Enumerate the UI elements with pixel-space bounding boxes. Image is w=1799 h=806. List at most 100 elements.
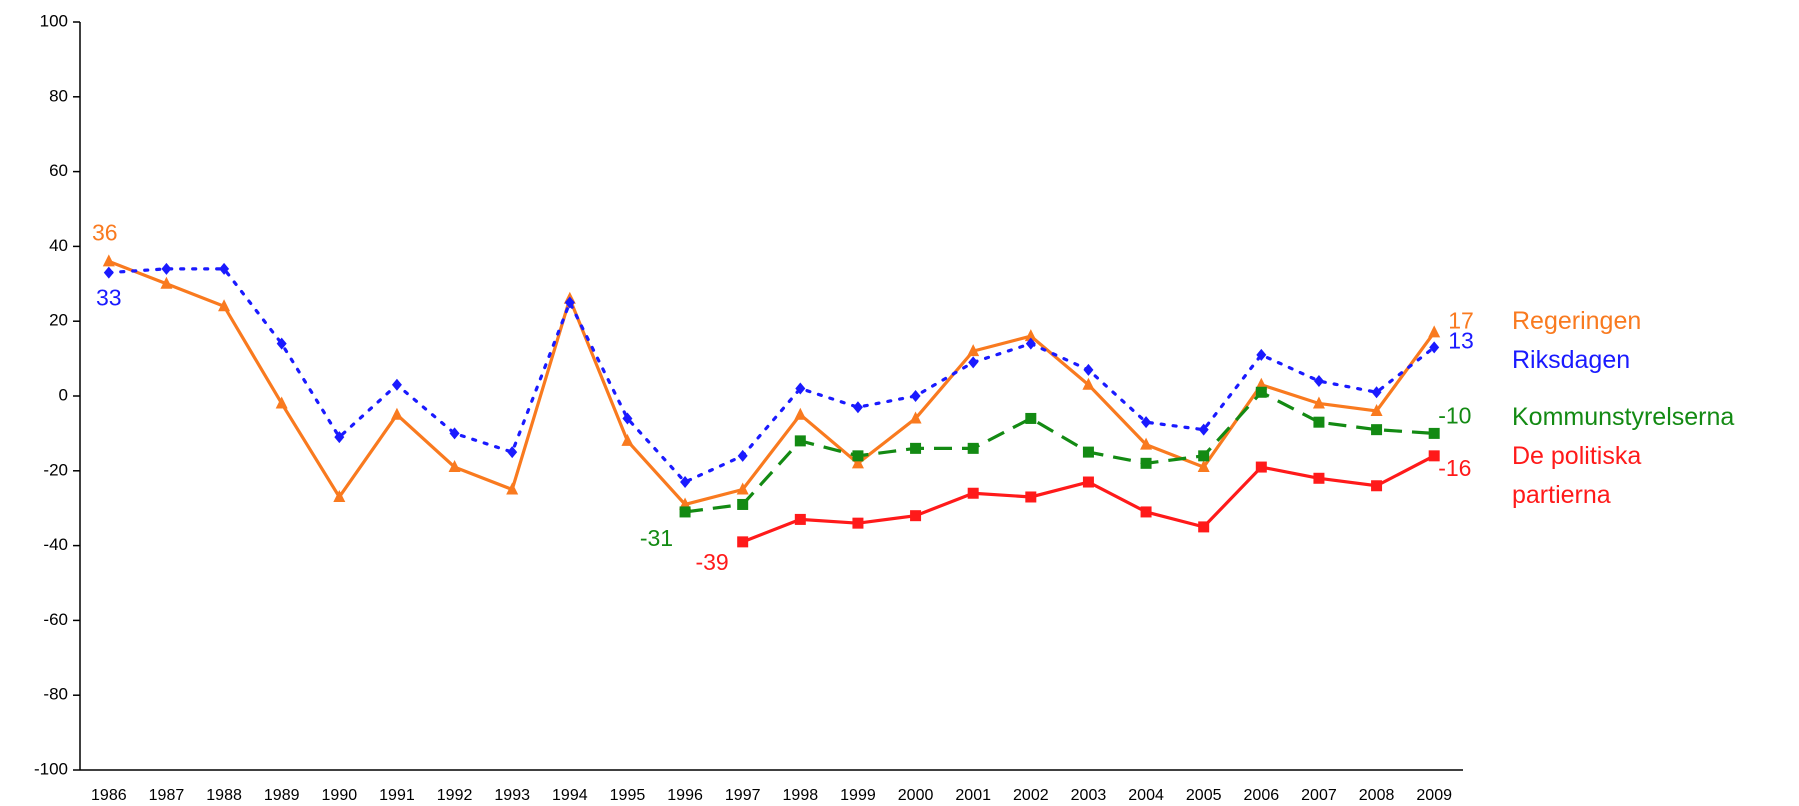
data-label: 33 — [96, 285, 122, 311]
marker — [1140, 437, 1153, 450]
x-tick-label: 1986 — [91, 787, 127, 804]
marker — [161, 262, 172, 275]
marker — [910, 390, 921, 402]
marker — [334, 431, 345, 444]
y-tick-label: -100 — [34, 759, 68, 778]
legend-entry: Regeringen — [1512, 307, 1642, 335]
marker — [967, 344, 980, 357]
marker — [103, 266, 114, 279]
marker — [506, 482, 519, 495]
x-tick-label: 1988 — [206, 787, 242, 804]
y-tick-label: 100 — [40, 11, 68, 30]
x-tick-label: 1989 — [264, 787, 300, 804]
x-tick-label: 1997 — [725, 787, 761, 804]
marker — [1371, 424, 1383, 436]
x-tick-label: 1998 — [783, 787, 819, 804]
marker — [160, 276, 173, 289]
marker — [737, 498, 749, 510]
marker — [449, 427, 460, 440]
marker — [1313, 375, 1324, 388]
marker — [622, 412, 633, 425]
legend-entry: Riksdagen — [1512, 346, 1631, 374]
marker — [1025, 337, 1036, 350]
marker — [1198, 521, 1210, 533]
x-tick-label: 1992 — [437, 787, 473, 804]
marker — [851, 456, 864, 469]
y-tick-label: -40 — [43, 535, 68, 554]
marker — [1256, 348, 1267, 361]
x-tick-label: 2001 — [955, 787, 991, 804]
marker — [910, 442, 922, 454]
marker — [1140, 506, 1152, 518]
y-tick-label: 20 — [49, 311, 68, 330]
marker — [1198, 450, 1210, 462]
legend: Regeringen Riksdagen Kommunstyrelserna De p… — [1512, 302, 1792, 515]
x-tick-label: 2004 — [1128, 787, 1164, 804]
marker — [680, 476, 691, 489]
marker — [852, 450, 864, 462]
x-tick-label: 2003 — [1071, 787, 1107, 804]
marker — [967, 442, 979, 454]
marker — [736, 482, 749, 495]
marker — [390, 407, 403, 420]
series-line — [107, 267, 1436, 484]
x-tick-label: 1990 — [322, 787, 358, 804]
marker — [795, 382, 806, 395]
data-label: 13 — [1448, 327, 1474, 353]
marker — [1313, 416, 1325, 428]
marker — [1140, 457, 1152, 469]
marker — [910, 510, 922, 522]
marker — [448, 460, 461, 473]
x-tick-label: 2000 — [898, 787, 934, 804]
marker — [737, 449, 748, 462]
marker — [1428, 325, 1441, 338]
x-tick-label: 2009 — [1416, 787, 1452, 804]
marker — [621, 433, 634, 446]
marker — [1083, 363, 1094, 376]
x-tick-label: 2006 — [1244, 787, 1280, 804]
y-tick-label: 80 — [49, 86, 68, 105]
marker — [1370, 403, 1383, 416]
x-tick-label: 2008 — [1359, 787, 1395, 804]
x-tick-label: 1995 — [610, 787, 646, 804]
marker — [794, 513, 806, 525]
y-tick-label: -20 — [43, 460, 68, 479]
x-tick-label: 2005 — [1186, 787, 1222, 804]
marker — [1371, 386, 1382, 399]
marker — [909, 411, 922, 424]
x-tick-label: 1987 — [149, 787, 185, 804]
marker — [852, 517, 864, 529]
marker — [219, 262, 230, 275]
marker — [1197, 460, 1210, 473]
legend-entry: De politiska partierna — [1512, 442, 1642, 509]
marker — [1255, 386, 1267, 398]
marker — [1313, 472, 1325, 484]
data-label: -39 — [695, 549, 728, 575]
marker — [333, 489, 346, 502]
data-label: 17 — [1448, 307, 1474, 333]
marker — [1198, 423, 1209, 436]
x-tick-label: 1996 — [667, 787, 703, 804]
marker — [1082, 446, 1094, 458]
marker — [1024, 329, 1037, 342]
marker — [967, 487, 979, 499]
x-tick-label: 2002 — [1013, 787, 1049, 804]
y-tick-label: -60 — [43, 610, 68, 629]
x-tick-label: 2007 — [1301, 787, 1337, 804]
marker — [275, 396, 288, 409]
marker — [1025, 491, 1037, 503]
x-tick-label: 1999 — [840, 787, 876, 804]
x-tick-label: 1993 — [494, 787, 530, 804]
marker — [1429, 341, 1440, 354]
data-label: -10 — [1438, 402, 1471, 428]
marker — [1141, 416, 1152, 429]
series-line — [684, 390, 1435, 514]
marker — [391, 378, 402, 391]
marker — [1428, 427, 1440, 439]
marker — [564, 296, 575, 309]
marker — [794, 435, 806, 447]
series-line — [108, 259, 1436, 507]
y-tick-label: 40 — [49, 236, 68, 255]
